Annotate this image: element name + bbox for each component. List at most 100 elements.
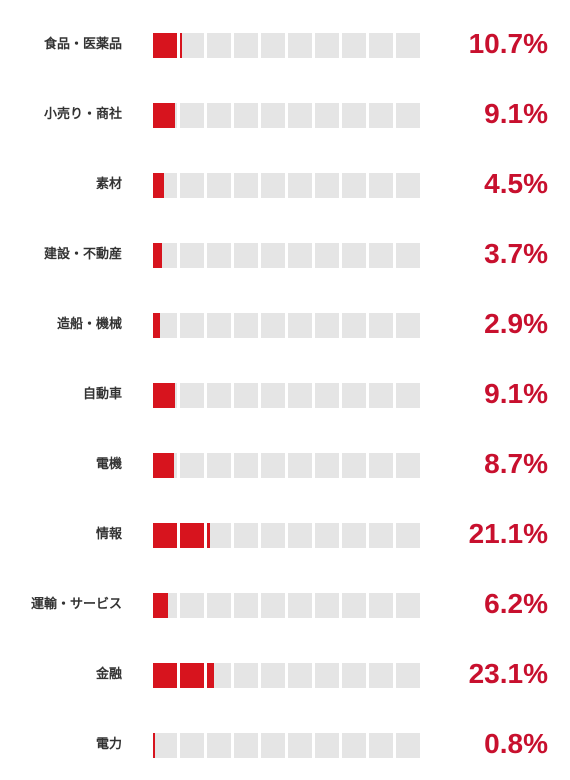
bar-cell xyxy=(261,103,285,128)
chart-row: 食品・医薬品 10.7% xyxy=(0,10,570,80)
bar-cell xyxy=(180,453,204,478)
value-label: 9.1% xyxy=(484,98,548,129)
bar-cell xyxy=(288,593,312,618)
bar-cell xyxy=(342,733,366,758)
bar-separator xyxy=(177,33,180,58)
bar-track xyxy=(153,103,420,128)
bar-fill xyxy=(153,523,210,548)
bar-cell xyxy=(369,453,393,478)
value-label: 0.8% xyxy=(484,728,548,759)
bar-cell xyxy=(396,33,420,58)
bar-cell xyxy=(369,33,393,58)
bar-cell xyxy=(261,383,285,408)
bar-cell xyxy=(234,383,258,408)
bar-cell xyxy=(315,663,339,688)
bar-cell xyxy=(369,523,393,548)
bar-cell xyxy=(207,33,231,58)
bar-cell xyxy=(207,103,231,128)
bar-cell xyxy=(342,523,366,548)
bar-cell xyxy=(396,523,420,548)
bar-cell xyxy=(369,593,393,618)
bar-track xyxy=(153,593,420,618)
bar-fill xyxy=(153,733,155,758)
bar-track xyxy=(153,663,420,688)
bar-cell xyxy=(261,173,285,198)
bar-separator xyxy=(177,663,180,688)
bar-cell xyxy=(315,383,339,408)
bar-cell xyxy=(396,313,420,338)
bar-cell xyxy=(180,383,204,408)
bar-cell xyxy=(288,243,312,268)
bar-cell xyxy=(342,313,366,338)
bar-cell xyxy=(369,313,393,338)
bar-cell xyxy=(288,313,312,338)
chart-row: 自動車 9.1% xyxy=(0,360,570,430)
bar-fill xyxy=(153,173,164,198)
bar-cell xyxy=(261,663,285,688)
category-label: 情報 xyxy=(95,527,122,542)
bar-cell xyxy=(342,243,366,268)
bar-cell xyxy=(342,173,366,198)
value-label: 2.9% xyxy=(484,308,548,339)
bar-cell xyxy=(207,383,231,408)
category-label: 建設・不動産 xyxy=(43,247,122,262)
value-label: 8.7% xyxy=(484,448,548,479)
bar-cell xyxy=(342,383,366,408)
bar-cell xyxy=(315,243,339,268)
bar-cell xyxy=(342,453,366,478)
bar-cell xyxy=(207,173,231,198)
category-label: 電力 xyxy=(95,737,122,752)
bar-cell xyxy=(261,593,285,618)
bar-cell xyxy=(396,593,420,618)
bar-cell xyxy=(180,173,204,198)
bar-track xyxy=(153,243,420,268)
bar-fill xyxy=(153,243,162,268)
bar-cell xyxy=(234,663,258,688)
bar-track xyxy=(153,453,420,478)
bar-cell xyxy=(288,663,312,688)
bar-fill xyxy=(153,593,168,618)
bar-cell xyxy=(288,523,312,548)
bar-cell xyxy=(207,243,231,268)
category-label: 金融 xyxy=(95,667,122,682)
bar-cell xyxy=(315,523,339,548)
bar-cell xyxy=(261,453,285,478)
chart-row: 電力 0.8% xyxy=(0,710,570,780)
bar-cell xyxy=(288,733,312,758)
bar-cell xyxy=(180,243,204,268)
chart-row: 建設・不動産 3.7% xyxy=(0,220,570,290)
bar-cell xyxy=(180,33,204,58)
bar-cell xyxy=(207,593,231,618)
chart-row: 運輸・サービス 6.2% xyxy=(0,570,570,640)
bar-cell xyxy=(180,103,204,128)
bar-cell xyxy=(261,313,285,338)
bar-cell xyxy=(396,173,420,198)
bar-track xyxy=(153,733,420,758)
bar-cell xyxy=(288,383,312,408)
bar-cell xyxy=(180,313,204,338)
bar-fill xyxy=(153,313,160,338)
bar-cell xyxy=(207,453,231,478)
bar-cell xyxy=(153,733,177,758)
bar-track xyxy=(153,383,420,408)
chart-row: 情報 21.1% xyxy=(0,500,570,570)
bar-cell xyxy=(288,453,312,478)
chart-row: 金融 23.1% xyxy=(0,640,570,710)
bar-cell xyxy=(288,33,312,58)
bar-fill xyxy=(153,383,175,408)
bar-cell xyxy=(288,173,312,198)
bar-cell xyxy=(396,103,420,128)
bar-cell xyxy=(396,733,420,758)
bar-track xyxy=(153,173,420,198)
bar-cell xyxy=(369,243,393,268)
bar-cell xyxy=(396,663,420,688)
bar-cell xyxy=(342,663,366,688)
bar-cell xyxy=(369,733,393,758)
bar-cell xyxy=(315,33,339,58)
bar-cell xyxy=(234,173,258,198)
bar-cell xyxy=(396,383,420,408)
bar-cell xyxy=(342,33,366,58)
bar-cell xyxy=(261,243,285,268)
bar-cell xyxy=(207,313,231,338)
bar-cell xyxy=(315,173,339,198)
